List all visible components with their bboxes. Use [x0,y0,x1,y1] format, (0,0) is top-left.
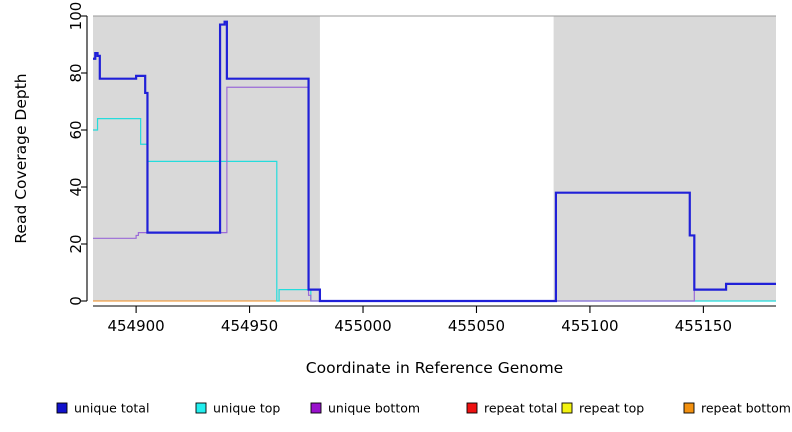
y-tick-label-2: 40 [67,177,85,196]
legend-item-repeat-total[interactable]: repeat total [466,401,557,416]
legend-item-repeat-bottom[interactable]: repeat bottom [683,401,791,416]
legend-swatch-unique-bottom [310,402,322,414]
legend-label-unique-bottom: unique bottom [328,401,420,416]
legend-swatch-repeat-bottom [683,402,695,414]
x-tick-label-5: 455150 [675,317,732,335]
shaded-region-1 [553,16,776,301]
legend-swatch-repeat-top [561,402,573,414]
legend-swatch-unique-top [195,402,207,414]
legend-label-repeat-top: repeat top [579,401,644,416]
x-tick-label-2: 455000 [334,317,391,335]
y-axis-title: Read Coverage Depth [12,73,30,243]
legend-label-repeat-bottom: repeat bottom [701,401,791,416]
x-tick-label-4: 455100 [561,317,618,335]
x-axis-title: Coordinate in Reference Genome [306,359,563,377]
y-tick-label-3: 60 [67,120,85,139]
y-tick-label-5: 100 [67,2,85,31]
legend-item-unique-total[interactable]: unique total [56,401,149,416]
legend-label-repeat-total: repeat total [484,401,557,416]
legend-label-unique-top: unique top [213,401,280,416]
legend-swatch-repeat-total [466,402,478,414]
legend-item-repeat-top[interactable]: repeat top [561,401,644,416]
shaded-region-0 [93,16,320,301]
x-tick-label-0: 454900 [107,317,164,335]
legend-swatch-unique-total [56,402,68,414]
legend-item-unique-top[interactable]: unique top [195,401,280,416]
series-unique-total [93,20,776,303]
y-tick-label-0: 0 [67,296,85,306]
x-tick-label-3: 455050 [448,317,505,335]
x-tick-label-1: 454950 [221,317,278,335]
y-tick-label-1: 20 [67,234,85,253]
legend-label-unique-total: unique total [74,401,149,416]
y-tick-label-4: 80 [67,63,85,82]
legend-item-unique-bottom[interactable]: unique bottom [310,401,420,416]
